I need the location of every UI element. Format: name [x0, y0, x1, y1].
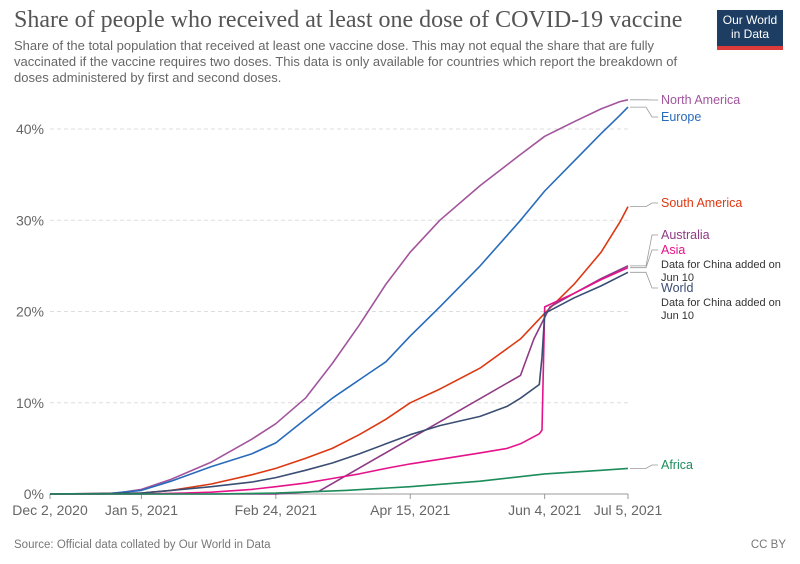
series-line-europe[interactable]	[50, 106, 629, 495]
y-tick-label: 40%	[16, 121, 44, 137]
series-line-south-america[interactable]	[49, 206, 629, 495]
logo-accent-bar	[717, 46, 783, 50]
x-tick-label: Apr 15, 2021	[370, 502, 450, 518]
y-tick-label: 20%	[16, 304, 44, 320]
annotation-text: Data for China added on	[661, 297, 781, 309]
series-line-north-america[interactable]	[50, 99, 629, 495]
source-note: Source: Official data collated by Our Wo…	[14, 539, 271, 551]
leader-line	[630, 249, 658, 269]
leader-line	[630, 271, 658, 289]
x-tick-label: Feb 24, 2021	[235, 502, 318, 518]
series-label-africa[interactable]: Africa	[661, 458, 693, 472]
series-label-north-america[interactable]: North America	[661, 93, 740, 107]
x-tick-label: Jun 4, 2021	[508, 502, 581, 518]
series-lines	[49, 99, 629, 495]
leader-line	[630, 202, 658, 208]
series-label-asia[interactable]: Asia	[661, 243, 685, 257]
series-label-world[interactable]: World	[661, 281, 693, 295]
annotation-text: Data for China added on	[661, 259, 781, 271]
leader-line	[630, 464, 658, 469]
series-line-africa[interactable]	[50, 467, 629, 495]
x-tick-label: Dec 2, 2020	[12, 502, 88, 518]
y-tick-label: 10%	[16, 395, 44, 411]
x-tick-label: Jul 5, 2021	[594, 502, 663, 518]
grid-lines	[50, 128, 628, 404]
leader-line	[630, 106, 658, 118]
chart-title: Share of people who received at least on…	[14, 7, 683, 33]
license-link[interactable]: CC BY	[750, 539, 786, 551]
series-line-world[interactable]	[49, 271, 629, 495]
chart-subtitle: Share of the total population that recei…	[14, 38, 678, 85]
series-labels: North America Europe South America Australi…	[630, 93, 781, 472]
series-label-europe[interactable]: Europe	[661, 110, 701, 124]
annotation-text: Jun 10	[661, 272, 694, 284]
y-tick-label: 0%	[24, 486, 44, 502]
series-label-south-america[interactable]: South America	[661, 196, 742, 210]
series-line-asia[interactable]	[50, 266, 629, 495]
series-label-australia[interactable]: Australia	[661, 228, 710, 242]
series-line-australia[interactable]	[50, 265, 629, 495]
axes: 0% 10% 20% 30% 40% Dec 2, 2020 Jan 5, 2021 Feb …	[12, 121, 662, 518]
x-tick-label: Jan 5, 2021	[105, 502, 178, 518]
leader-line	[630, 234, 658, 267]
logo-line-2: in Data	[730, 27, 770, 41]
annotation-text: Jun 10	[661, 310, 694, 322]
owid-logo[interactable]: Our World in Data	[717, 10, 783, 46]
logo-line-1: Our World	[722, 13, 778, 27]
y-tick-label: 30%	[16, 212, 44, 228]
